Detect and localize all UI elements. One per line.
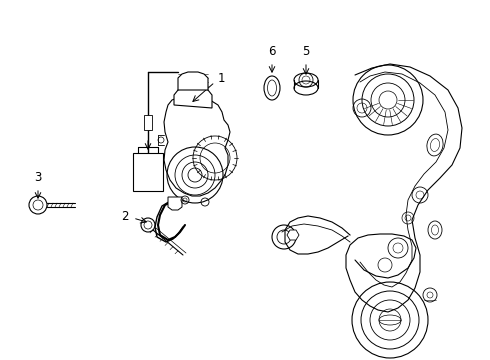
Polygon shape bbox=[164, 96, 230, 196]
Text: 1: 1 bbox=[218, 72, 225, 85]
Polygon shape bbox=[178, 72, 208, 90]
Text: 4: 4 bbox=[144, 121, 152, 134]
Polygon shape bbox=[168, 197, 182, 210]
Polygon shape bbox=[174, 87, 212, 108]
Text: 6: 6 bbox=[268, 45, 276, 58]
FancyBboxPatch shape bbox=[133, 153, 163, 191]
Text: 5: 5 bbox=[302, 45, 310, 58]
Text: 3: 3 bbox=[34, 171, 42, 184]
Polygon shape bbox=[287, 230, 299, 240]
FancyBboxPatch shape bbox=[144, 115, 152, 130]
Text: 2: 2 bbox=[122, 210, 129, 222]
